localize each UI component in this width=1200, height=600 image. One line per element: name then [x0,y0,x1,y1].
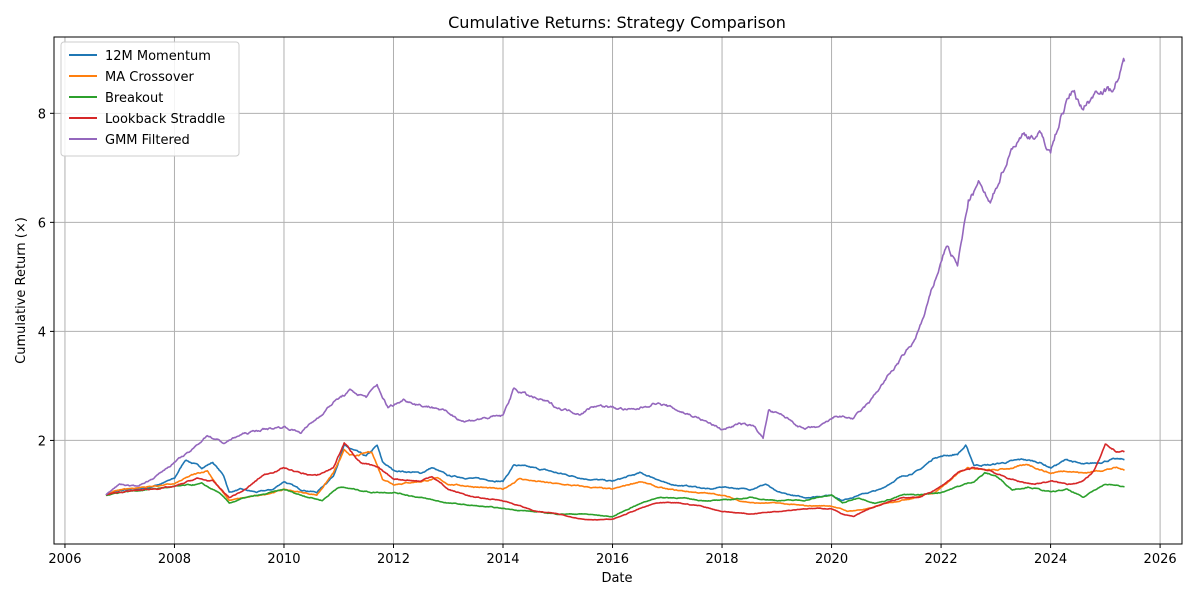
x-axis: 2006 2008 2010 2012 2014 2016 2018 2020 2022 2024… [48,544,1177,567]
x-axis-title: Date [601,571,632,586]
grid-lines [54,37,1182,544]
legend-label: GMM Filtered [105,133,190,148]
series-line-4 [105,57,1126,496]
chart-title: Cumulative Returns: Strategy Comparison [448,13,786,32]
legend-label: MA Crossover [105,70,195,85]
y-axis: 2 4 6 8 [38,107,54,449]
x-tick-label: 2014 [486,552,519,567]
y-tick-label: 8 [38,107,46,122]
x-tick-label: 2018 [705,552,738,567]
x-tick-label: 2022 [925,552,958,567]
y-axis-title: Cumulative Return (×) [14,217,29,364]
x-tick-label: 2008 [158,552,191,567]
legend-label: Lookback Straddle [105,112,225,127]
legend-box [60,41,240,157]
x-tick-label: 2010 [267,552,300,567]
y-tick-label: 2 [38,434,46,449]
legend: 12M Momentum MA Crossover Breakout Lookback… [60,41,240,157]
x-tick-label: 2024 [1034,552,1067,567]
x-tick-label: 2006 [48,552,81,567]
legend-label: Breakout [105,91,163,106]
x-tick-label: 2020 [815,552,848,567]
series-layer [105,57,1126,521]
series-line-3 [106,442,1125,521]
x-tick-label: 2026 [1144,552,1177,567]
x-tick-label: 2012 [377,552,410,567]
series-line-0 [105,443,1125,502]
y-tick-label: 6 [38,216,46,231]
x-tick-label: 2016 [596,552,629,567]
plot-frame [53,36,1183,545]
legend-label: 12M Momentum [105,49,211,64]
y-tick-label: 4 [38,325,46,340]
series-line-2 [105,471,1125,518]
